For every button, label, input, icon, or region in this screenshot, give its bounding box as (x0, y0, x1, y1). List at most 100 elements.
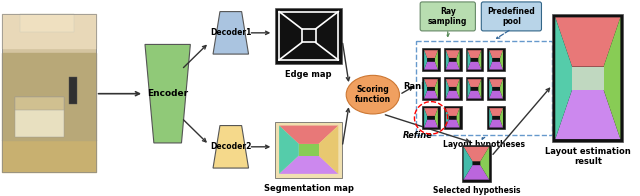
Polygon shape (446, 108, 449, 127)
Polygon shape (467, 50, 470, 70)
Polygon shape (424, 79, 438, 87)
Polygon shape (467, 62, 481, 70)
Polygon shape (500, 108, 503, 127)
Bar (2, 15, 95, 172)
Polygon shape (457, 79, 460, 99)
Polygon shape (424, 108, 438, 116)
Text: Refine: Refine (403, 131, 432, 140)
Text: Layout hypotheses: Layout hypotheses (444, 140, 525, 149)
Bar (20, 15, 74, 32)
Text: Rank: Rank (403, 83, 427, 91)
Text: Layout estimation
result: Layout estimation result (545, 147, 630, 166)
Bar (275, 122, 342, 178)
Polygon shape (424, 50, 438, 58)
Polygon shape (463, 147, 472, 180)
Polygon shape (604, 17, 620, 139)
Polygon shape (489, 79, 492, 99)
Polygon shape (424, 79, 427, 99)
Bar (15, 97, 64, 110)
Polygon shape (446, 120, 460, 127)
Polygon shape (556, 90, 620, 139)
Polygon shape (457, 108, 460, 127)
Bar (552, 15, 623, 142)
Bar (444, 77, 461, 101)
Polygon shape (446, 91, 460, 99)
Polygon shape (500, 79, 503, 99)
Polygon shape (446, 50, 460, 58)
Polygon shape (489, 120, 503, 127)
Text: Decoder1: Decoder1 (210, 28, 252, 37)
Polygon shape (145, 44, 190, 143)
Text: Predefined
pool: Predefined pool (488, 7, 535, 26)
Polygon shape (467, 91, 481, 99)
FancyBboxPatch shape (420, 2, 476, 31)
Polygon shape (279, 126, 299, 174)
FancyBboxPatch shape (416, 41, 552, 135)
Polygon shape (446, 79, 460, 87)
Polygon shape (556, 17, 572, 139)
Text: Decoder2: Decoder2 (210, 142, 252, 151)
Bar (487, 48, 505, 72)
Polygon shape (424, 50, 427, 70)
Text: Ray
sampling: Ray sampling (428, 7, 467, 26)
Bar (302, 29, 316, 43)
Bar (2, 15, 95, 172)
Polygon shape (435, 79, 438, 99)
Polygon shape (489, 62, 503, 70)
Text: Scoring
function: Scoring function (355, 85, 391, 104)
Polygon shape (489, 79, 503, 87)
Polygon shape (489, 50, 503, 58)
Polygon shape (467, 79, 470, 99)
FancyBboxPatch shape (481, 2, 541, 31)
Polygon shape (467, 50, 481, 58)
Bar (422, 48, 440, 72)
Polygon shape (424, 120, 438, 127)
Bar (69, 77, 77, 104)
Bar (465, 48, 483, 72)
Polygon shape (424, 91, 438, 99)
Bar (275, 8, 342, 64)
Polygon shape (213, 12, 248, 54)
Polygon shape (467, 79, 481, 87)
Polygon shape (279, 126, 339, 144)
Polygon shape (463, 165, 489, 180)
Bar (444, 48, 461, 72)
Polygon shape (572, 67, 604, 90)
Bar (444, 106, 461, 129)
Polygon shape (489, 108, 503, 116)
Polygon shape (556, 17, 620, 67)
Polygon shape (457, 50, 460, 70)
Polygon shape (446, 62, 460, 70)
Bar (487, 77, 505, 101)
Polygon shape (424, 62, 438, 70)
Bar (422, 106, 440, 129)
Polygon shape (299, 144, 319, 155)
Polygon shape (319, 126, 339, 174)
Text: Edge map: Edge map (285, 70, 332, 79)
Text: Segmentation map: Segmentation map (264, 183, 354, 192)
Polygon shape (435, 50, 438, 70)
Polygon shape (424, 108, 427, 127)
Polygon shape (446, 108, 460, 116)
Polygon shape (213, 126, 248, 168)
Polygon shape (478, 79, 481, 99)
Bar (15, 97, 64, 137)
Bar (461, 145, 491, 181)
Polygon shape (446, 50, 449, 70)
Polygon shape (481, 147, 489, 180)
Polygon shape (489, 91, 503, 99)
Polygon shape (435, 108, 438, 127)
Bar (487, 106, 505, 129)
Text: Encoder: Encoder (147, 89, 188, 98)
Bar (465, 77, 483, 101)
Text: Selected hypothesis: Selected hypothesis (433, 186, 520, 195)
Polygon shape (463, 147, 489, 161)
Polygon shape (478, 50, 481, 70)
Polygon shape (489, 50, 492, 70)
Polygon shape (489, 108, 492, 127)
Polygon shape (500, 50, 503, 70)
Bar (422, 77, 440, 101)
Ellipse shape (346, 75, 399, 114)
Polygon shape (446, 79, 449, 99)
Polygon shape (279, 155, 339, 174)
